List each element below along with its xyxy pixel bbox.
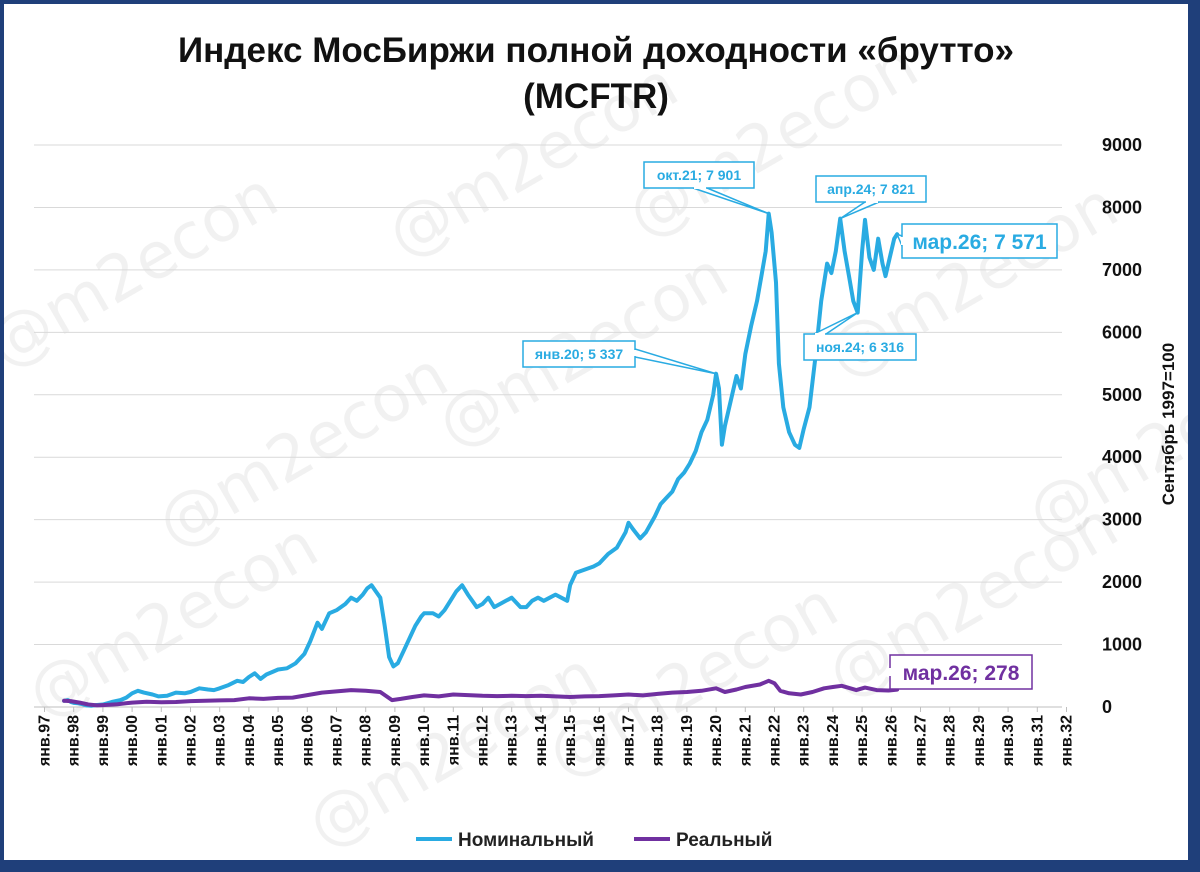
y-tick-label: 2000: [1102, 572, 1142, 592]
x-tick-label: янв.17: [621, 715, 638, 767]
annotation-box: [901, 223, 1058, 259]
x-tick-label: янв.04: [241, 715, 258, 767]
y-tick-label: 4000: [1102, 447, 1142, 467]
x-tick-label: янв.08: [358, 715, 375, 767]
annotation-label: мар.26; 278: [903, 662, 1020, 685]
x-tick-label: янв.19: [679, 715, 696, 767]
x-tick-label: янв.31: [1029, 715, 1046, 767]
x-tick-label: янв.30: [1000, 715, 1017, 767]
annotation-pointer: [692, 187, 769, 215]
annotation-label: янв.20; 5 337: [535, 346, 623, 362]
annotation-callout: мар.26; 278: [889, 654, 1033, 691]
y-tick-label: 7000: [1102, 260, 1142, 280]
legend: Номинальный Реальный: [416, 830, 772, 851]
annotation-pointer: [895, 232, 903, 247]
x-tick-label: янв.10: [416, 715, 433, 767]
annotation-box: [643, 161, 755, 189]
x-tick-label: янв.02: [183, 715, 200, 767]
x-tick-label: янв.25: [854, 715, 871, 767]
x-tick-label: янв.20: [708, 715, 725, 767]
chart-title: Индекс МосБиржи полной доходности «брутт…: [178, 31, 1014, 70]
watermark-text: @m2econ: [4, 158, 290, 383]
y-axis: 0 1000 2000 3000 4000 5000 6000 7000 8000 9000: [1102, 135, 1142, 717]
x-tick-label: янв.97: [37, 715, 54, 767]
y-tick-label: 6000: [1102, 322, 1142, 342]
x-tick-label: янв.99: [95, 715, 112, 767]
x-tick-label: янв.27: [913, 715, 930, 767]
x-tick-label: янв.26: [883, 715, 900, 767]
legend-label-nominal: Номинальный: [458, 830, 594, 851]
annotation-pointer: [634, 348, 717, 375]
y-tick-label: 5000: [1102, 385, 1142, 405]
annotation-pointer: [813, 311, 859, 335]
series-line-real: [62, 678, 900, 708]
x-tick-label: янв.98: [66, 715, 83, 767]
chart-subtitle: (MCFTR): [523, 77, 669, 116]
x-axis: янв.97 янв.98 янв.99 янв.00 янв.01 янв.02 янв.…: [37, 707, 1076, 767]
annotation-callout: мар.26; 7 571: [895, 223, 1058, 259]
x-tick-label: янв.23: [796, 715, 813, 767]
y-tick-label: 8000: [1102, 197, 1142, 217]
annotation-box: [803, 333, 917, 361]
annotation-callout: ноя.24; 6 316: [803, 311, 917, 361]
legend-label-real: Реальный: [676, 830, 772, 851]
chart-card: @m2econ @m2econ @m2econ @m2econ @m2econ @m2ec…: [4, 4, 1188, 860]
y-tick-label: 9000: [1102, 135, 1142, 155]
annotation-label: окт.21; 7 901: [657, 167, 741, 183]
x-tick-label: янв.28: [942, 715, 959, 767]
x-tick-label: янв.01: [153, 715, 170, 767]
x-tick-label: янв.03: [212, 715, 229, 767]
x-tick-label: янв.09: [387, 715, 404, 767]
annotation-label: мар.26; 7 571: [912, 231, 1047, 254]
x-tick-label: янв.15: [562, 715, 579, 767]
x-tick-label: янв.24: [825, 715, 842, 767]
series-line-nominal: [62, 211, 900, 708]
annotation-pointer: [839, 201, 880, 220]
x-tick-label: янв.16: [591, 715, 608, 767]
y-tick-label: 0: [1102, 697, 1112, 717]
y-axis-label: Сентябрь 1997=100: [1159, 343, 1178, 505]
x-tick-label: янв.22: [767, 715, 784, 767]
x-tick-label: янв.07: [329, 715, 346, 767]
annotation-box: [815, 175, 927, 203]
annotation-label: ноя.24; 6 316: [816, 339, 904, 355]
x-tick-label: янв.12: [475, 715, 492, 767]
x-tick-label: янв.14: [533, 715, 550, 767]
chart-svg: @m2econ@m2econ@m2econ@m2econ@m2econ@m2ec…: [4, 28, 1188, 860]
x-tick-label: янв.18: [650, 715, 667, 767]
y-tick-label: 1000: [1102, 635, 1142, 655]
annotation-box: [522, 340, 636, 368]
annotation-layer: окт.21; 7 901 апр.24; 7 821 янв.20; 5 337 н…: [522, 161, 1058, 691]
x-tick-label: янв.00: [124, 715, 141, 767]
annotation-callout: окт.21; 7 901: [643, 161, 769, 215]
x-tick-label: янв.32: [1059, 715, 1076, 767]
series-layer: [62, 211, 900, 708]
x-tick-label: янв.29: [971, 715, 988, 767]
annotation-label: апр.24; 7 821: [827, 181, 915, 197]
y-tick-label: 3000: [1102, 510, 1142, 530]
x-tick-label: янв.13: [504, 715, 521, 767]
x-tick-label: янв.11: [445, 715, 462, 766]
x-tick-label: янв.05: [270, 715, 287, 767]
annotation-callout: апр.24; 7 821: [815, 175, 927, 220]
x-tick-label: янв.06: [299, 715, 316, 767]
annotation-callout: янв.20; 5 337: [522, 340, 717, 375]
x-tick-label: янв.21: [737, 715, 754, 767]
grid-lines: [34, 144, 1062, 708]
